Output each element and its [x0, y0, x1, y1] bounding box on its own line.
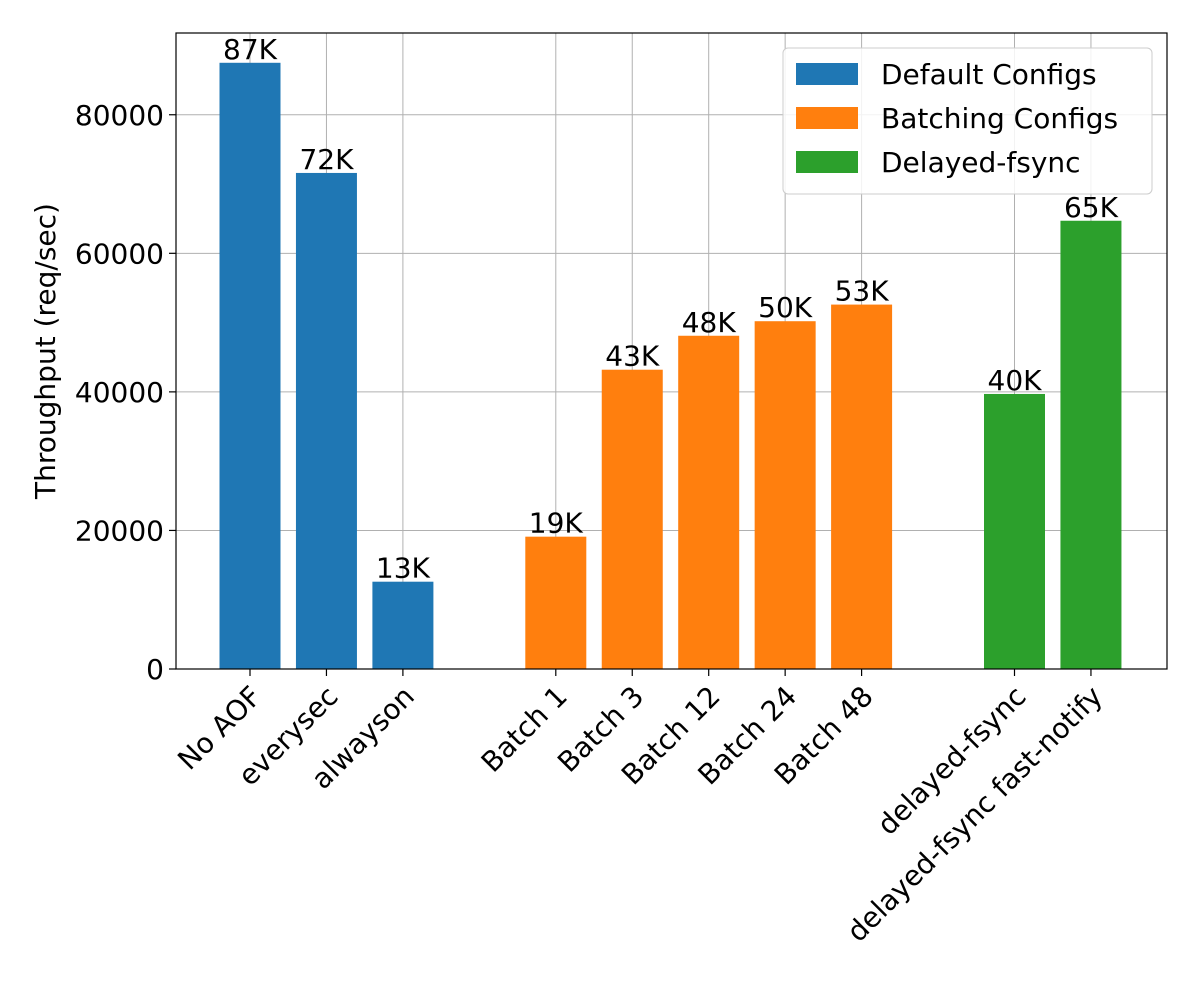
value-label: 13K — [376, 552, 431, 585]
legend-swatch — [796, 151, 858, 173]
value-label: 50K — [758, 291, 813, 324]
legend-label: Delayed-fsync — [881, 146, 1081, 179]
bar — [525, 536, 587, 669]
y-tick-label: 20000 — [75, 514, 164, 547]
bar — [831, 304, 893, 669]
value-label: 72K — [299, 143, 354, 176]
y-axis-label: Throughput (req/sec) — [29, 203, 62, 500]
value-label: 40K — [988, 364, 1043, 397]
bar — [984, 393, 1045, 669]
bar — [678, 335, 740, 669]
bar — [295, 172, 357, 670]
legend-swatch — [796, 107, 858, 129]
bar — [601, 369, 663, 669]
y-tick-label: 0 — [146, 653, 164, 686]
bar — [1060, 220, 1122, 669]
value-label: 53K — [835, 275, 890, 308]
plot-frame — [175, 32, 1168, 670]
value-label: 87K — [223, 33, 278, 66]
y-tick-label: 60000 — [75, 237, 164, 270]
y-tick-label: 40000 — [75, 376, 164, 409]
bar — [219, 62, 281, 670]
value-label: 19K — [529, 507, 584, 540]
bar — [372, 581, 434, 669]
y-tick-label: 80000 — [75, 99, 164, 132]
legend-label: Default Configs — [881, 58, 1097, 91]
value-label: 43K — [605, 340, 660, 373]
value-label: 65K — [1064, 191, 1119, 224]
value-label: 48K — [682, 306, 737, 339]
legend-label: Batching Configs — [881, 102, 1118, 135]
bar — [754, 321, 816, 669]
legend-swatch — [796, 63, 858, 85]
legend-box — [782, 47, 1153, 195]
